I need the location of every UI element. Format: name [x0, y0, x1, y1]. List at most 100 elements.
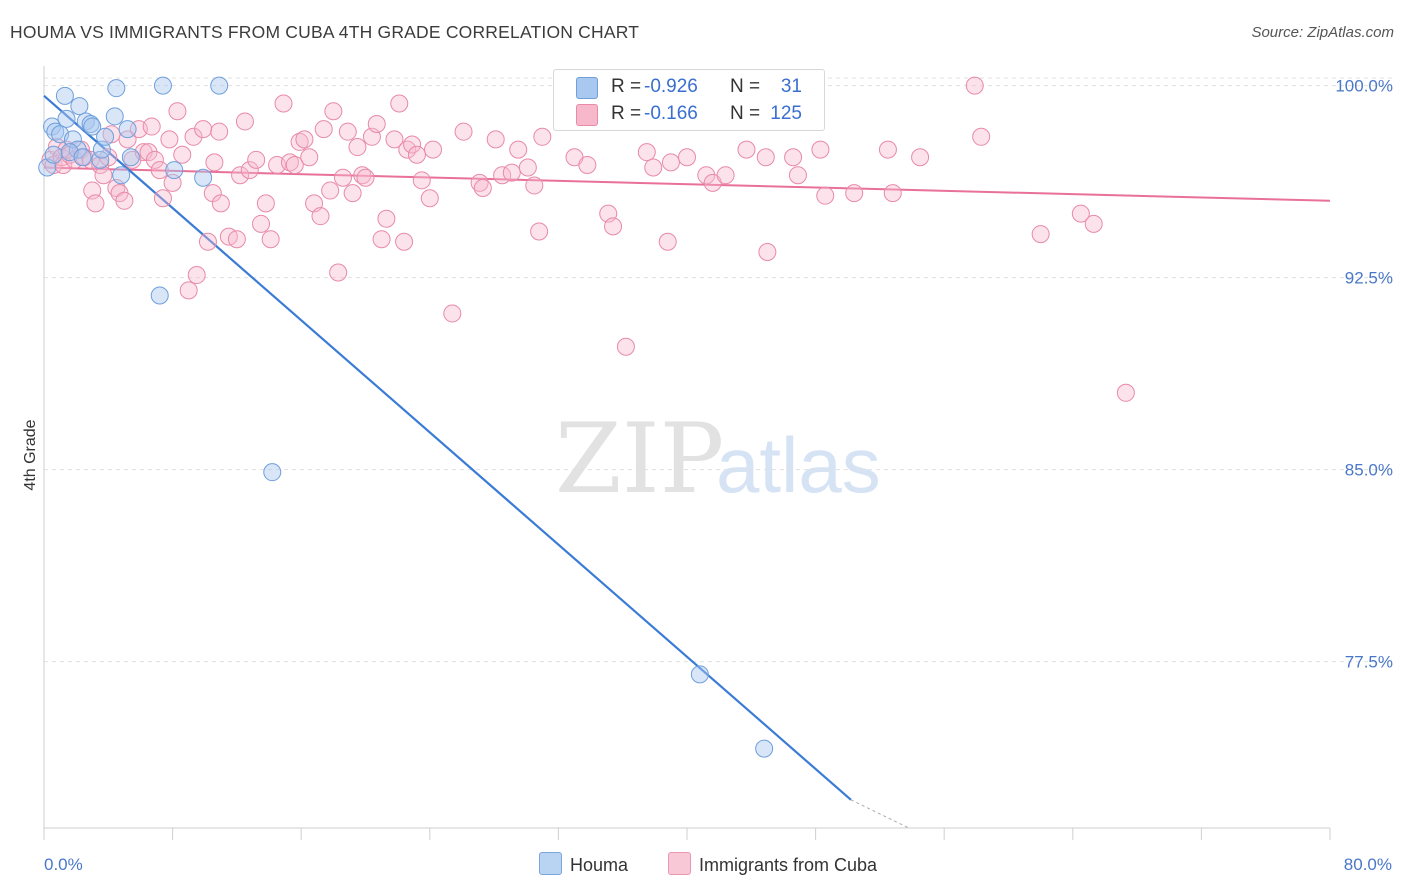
houma-point — [57, 109, 76, 128]
cuba-point — [454, 122, 473, 141]
cuba-point — [145, 150, 164, 169]
houma-point — [263, 463, 282, 482]
cuba-point — [473, 179, 492, 197]
stats-box: R = -0.926 N = 31 R = -0.166 N = 125 — [553, 69, 825, 131]
data-points — [38, 76, 1135, 758]
cuba-point — [407, 145, 426, 164]
cuba-point — [530, 222, 549, 241]
cuba-point — [737, 140, 756, 159]
cuba-point — [343, 184, 362, 203]
cuba-point — [644, 158, 663, 177]
cuba-point — [788, 166, 807, 185]
cuba-point — [385, 130, 404, 149]
cuba-point — [187, 266, 206, 285]
houma-point — [73, 148, 92, 167]
cuba-point — [94, 166, 113, 185]
cuba-point — [486, 130, 505, 149]
cuba-point — [290, 132, 309, 151]
legend-cuba-swatch — [668, 852, 691, 875]
cuba-point — [395, 232, 414, 251]
houma-point — [70, 97, 89, 116]
cuba-point — [637, 143, 656, 162]
houma-point — [755, 739, 774, 758]
houma-point — [105, 107, 124, 126]
cuba-trend-line — [43, 166, 1331, 202]
tick-labels: 100.0% 92.5% 85.0% 77.5% 0.0% 80.0% — [44, 77, 1393, 874]
y-tick-label: 77.5% — [1345, 653, 1393, 672]
cuba-point — [235, 112, 254, 131]
cuba-point — [883, 184, 902, 203]
x-tick-label: 80.0% — [1344, 855, 1392, 874]
cuba-point — [118, 130, 137, 149]
cuba-point — [758, 243, 777, 261]
cuba-point — [816, 186, 835, 205]
cuba-point — [390, 94, 409, 113]
cuba-point — [256, 194, 275, 213]
houma-point — [44, 145, 63, 164]
cuba-point — [194, 120, 213, 139]
r-label: R = — [611, 103, 642, 124]
cuba-point — [367, 115, 386, 133]
cuba-point — [470, 173, 489, 192]
houma-point — [194, 168, 213, 187]
cuba-point — [314, 120, 333, 139]
cuba-point — [756, 148, 775, 167]
cuba-point — [329, 263, 348, 282]
y-tick-label: 92.5% — [1345, 269, 1393, 288]
cuba-point — [616, 337, 635, 356]
houma-point — [83, 117, 102, 136]
cuba-point — [878, 140, 897, 159]
cuba-point — [911, 148, 930, 167]
cuba-point — [142, 117, 161, 136]
houma-trend-line — [43, 95, 852, 801]
cuba-point — [965, 76, 984, 95]
houma-point — [55, 86, 74, 105]
cuba-point — [205, 153, 224, 172]
legend-cuba-label: Immigrants from Cuba — [699, 855, 878, 875]
cuba-point — [1071, 204, 1090, 223]
y-tick-label: 100.0% — [1335, 77, 1393, 96]
cuba-point — [324, 102, 343, 121]
trend-lines — [43, 95, 1331, 829]
cuba-point — [285, 155, 304, 174]
cuba-point — [697, 166, 716, 185]
cuba-point — [295, 130, 314, 149]
cuba-point — [300, 148, 319, 167]
cuba-point — [173, 145, 192, 164]
cuba-point — [972, 127, 991, 146]
legend-houma-label: Houma — [570, 855, 629, 875]
cuba-point — [678, 148, 696, 167]
houma-point — [107, 79, 126, 98]
cuba-point — [845, 184, 864, 203]
legend-houma-swatch — [539, 852, 562, 875]
houma-point — [690, 665, 709, 684]
cuba-swatch — [576, 104, 598, 126]
r-value: -0.166 — [644, 103, 698, 124]
cuba-point — [372, 230, 391, 249]
cuba-point — [240, 161, 259, 180]
axes — [43, 66, 1331, 840]
legend-cuba: Immigrants from Cuba — [668, 852, 877, 876]
cuba-point — [811, 140, 830, 159]
cuba-point — [412, 171, 431, 190]
n-label: N = — [730, 76, 761, 97]
cuba-point — [274, 94, 293, 113]
cuba-point — [321, 181, 340, 200]
cuba-point — [604, 217, 623, 236]
watermark-atlas: atlas — [716, 421, 881, 509]
source-note: Source: ZipAtlas.com — [1251, 24, 1394, 41]
houma-point — [96, 127, 115, 146]
cuba-point — [661, 153, 680, 172]
cuba-point — [420, 189, 439, 208]
cuba-point — [356, 168, 375, 187]
cuba-point — [231, 166, 250, 185]
cuba-point — [1031, 225, 1050, 244]
stats-row-houma: R = -0.926 N = 31 — [554, 74, 824, 100]
cuba-point — [443, 304, 462, 323]
cuba-point — [86, 194, 105, 213]
cuba-point — [518, 158, 537, 177]
houma-point — [118, 120, 137, 139]
cuba-point — [716, 166, 735, 185]
chart-title: HOUMA VS IMMIGRANTS FROM CUBA 4TH GRADE … — [10, 22, 640, 42]
houma-trend-extension — [850, 799, 910, 829]
